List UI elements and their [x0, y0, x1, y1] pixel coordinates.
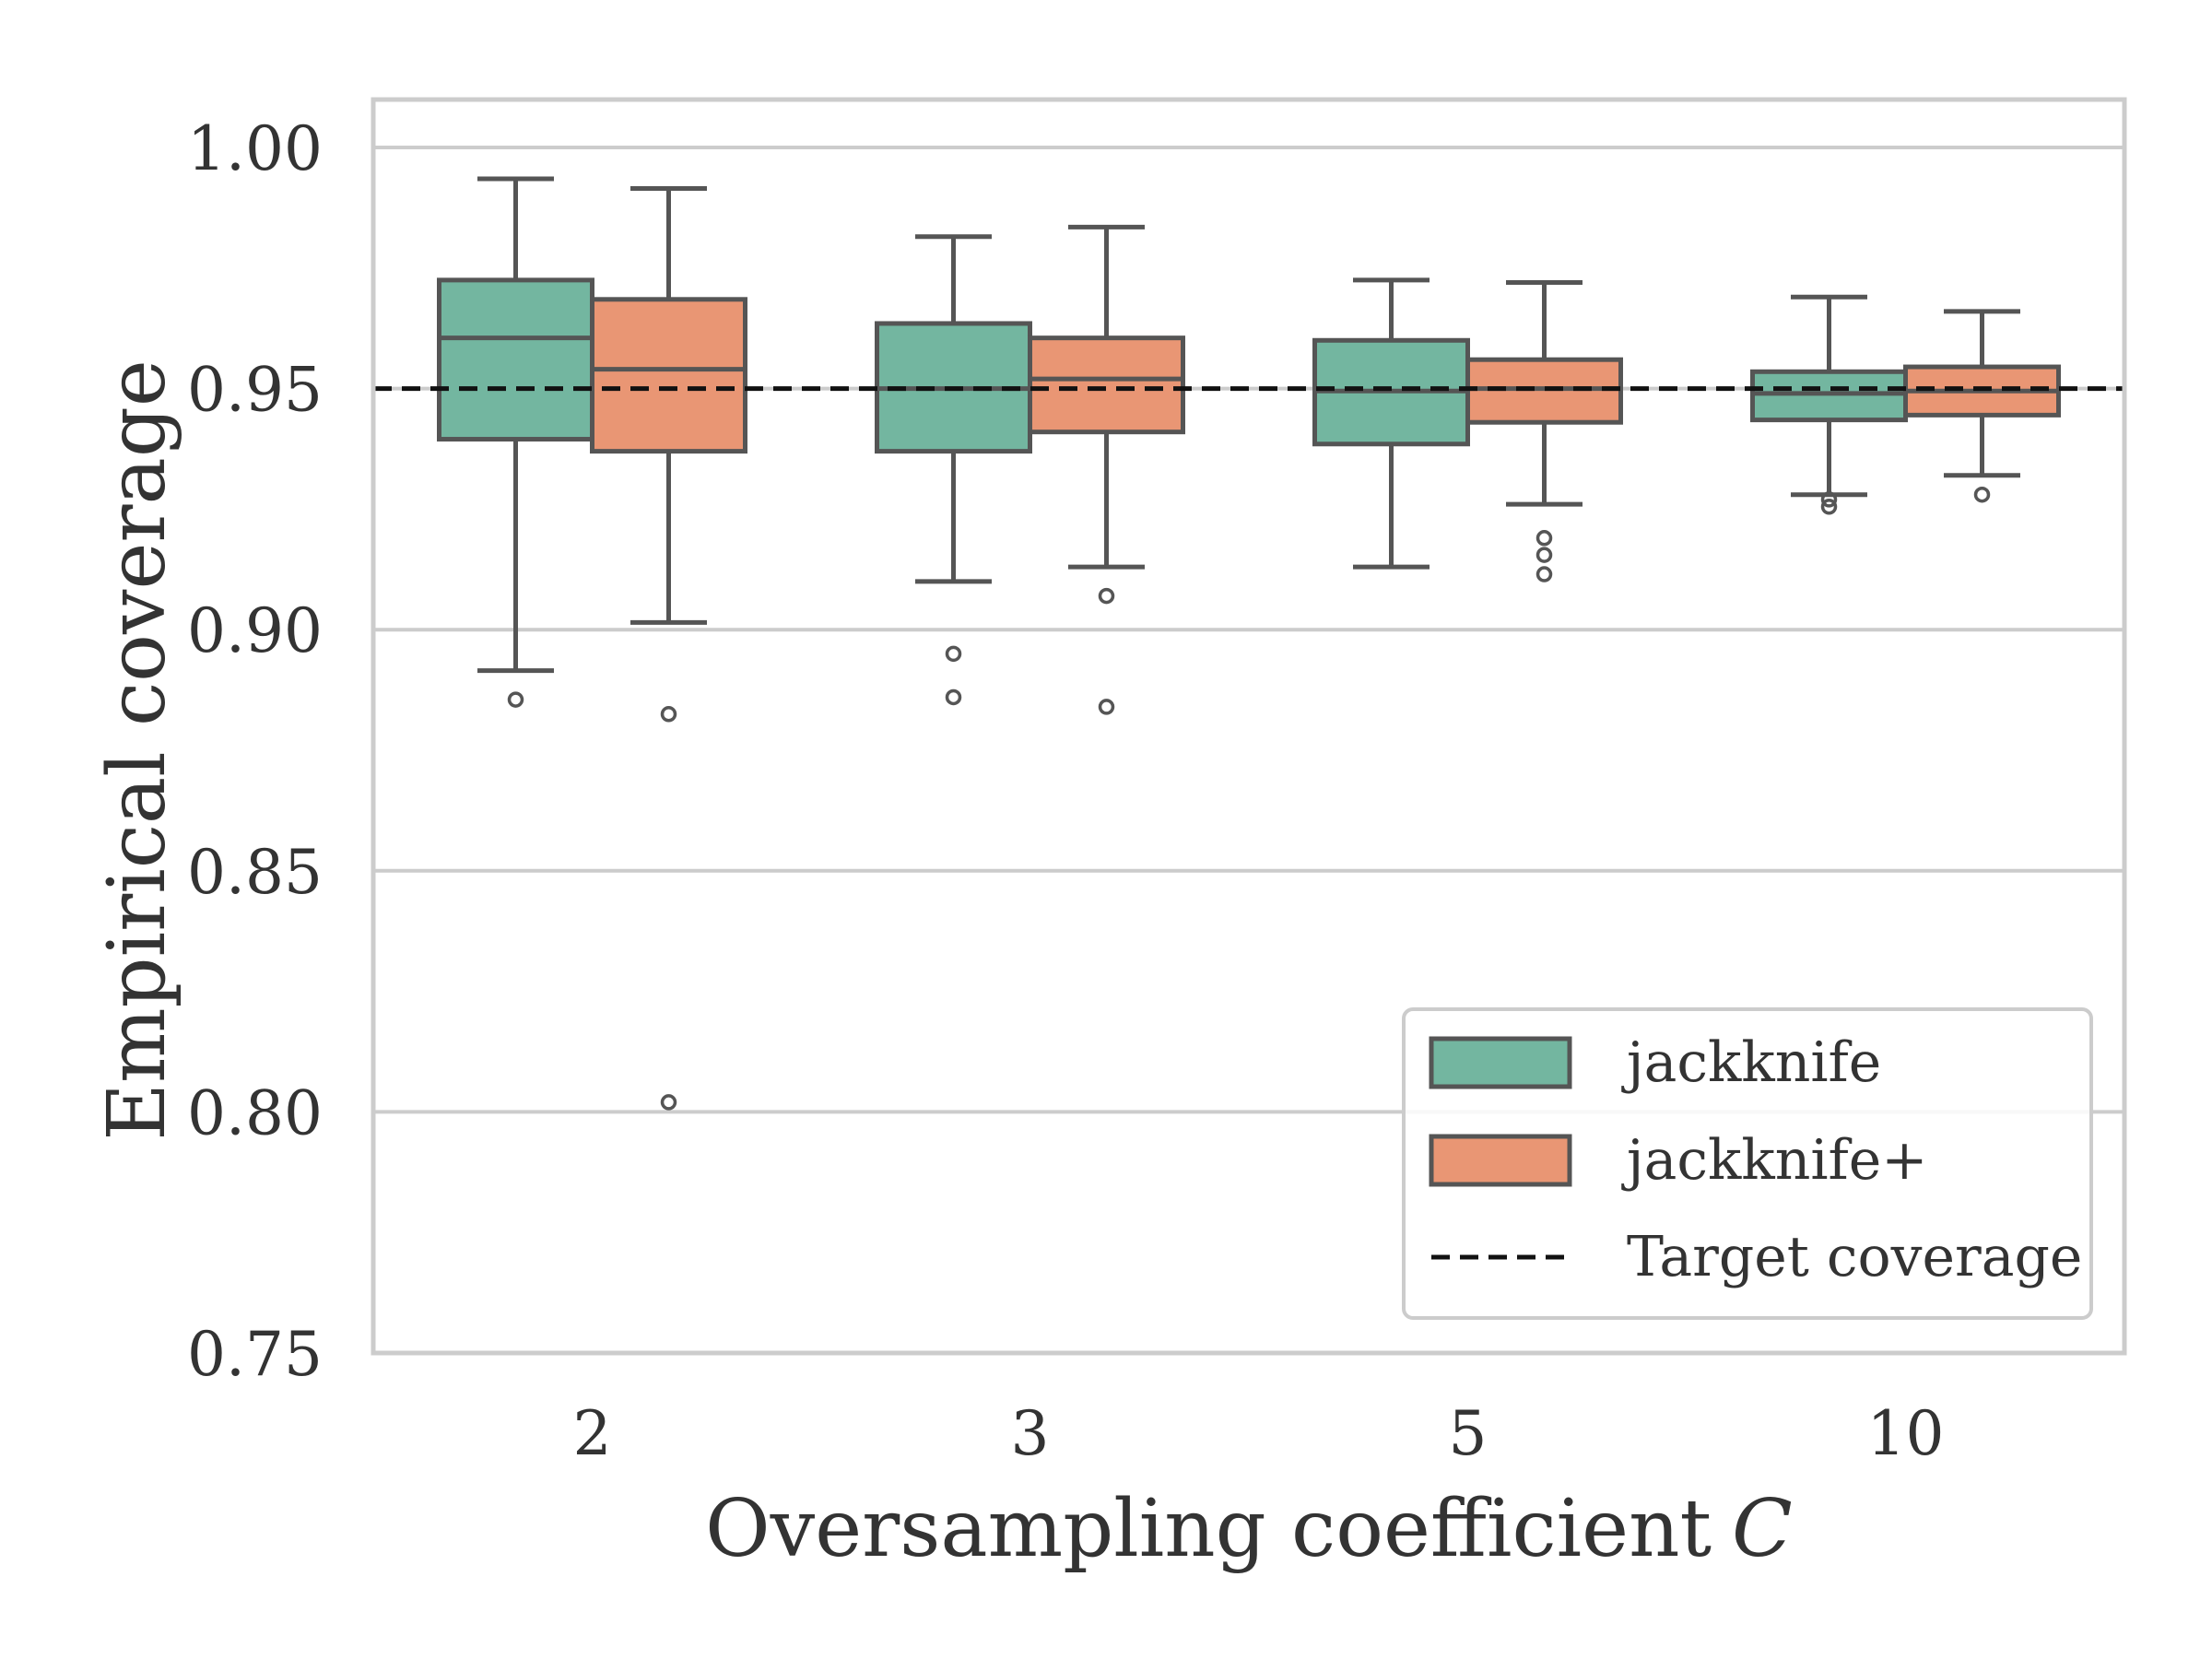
box-jackknife-C2: [437, 176, 594, 708]
outlier-point: [660, 1094, 677, 1111]
outlier-point: [1820, 491, 1838, 508]
iqr-box: [1465, 357, 1623, 425]
legend-patch-jackknife: [1429, 1036, 1572, 1089]
outlier-point: [660, 706, 677, 723]
y-tick-label-0.85: 0.85: [187, 837, 323, 908]
y-tick-label-0.90: 0.90: [187, 595, 323, 666]
legend-label-jackknife: jackknife: [1621, 1030, 1881, 1095]
legend-label-target-coverage: Target coverage: [1627, 1225, 2082, 1289]
legend-patch-jackknife-plus: [1429, 1134, 1572, 1187]
outlier-point: [1535, 566, 1553, 582]
outlier-point: [1535, 547, 1553, 563]
x-tick-label-5: 5: [1449, 1398, 1488, 1469]
y-tick-label-0.75: 0.75: [187, 1319, 323, 1390]
x-axis-title-text: Oversampling coefficient: [705, 1483, 1712, 1575]
legend: jackknife jackknife+ Target coverage: [1402, 1007, 2093, 1320]
plot-frame: [371, 97, 2127, 1356]
outlier-point: [1098, 587, 1115, 605]
outlier-point: [945, 688, 962, 706]
outlier-point: [1535, 530, 1553, 547]
outlier-point: [1820, 499, 1838, 515]
legend-label-jackknife-plus: jackknife+: [1621, 1128, 1928, 1193]
box-jackknife-plus-C5: [1465, 279, 1623, 582]
outlier-point: [945, 645, 962, 663]
y-tick-labels: 0.75 0.80 0.85 0.90 0.95 1.00: [187, 113, 323, 1390]
iqr-box: [1750, 369, 1908, 423]
y-tick-label-0.95: 0.95: [187, 355, 323, 426]
box-jackknife-plus-C3: [1028, 224, 1185, 715]
iqr-box: [437, 277, 594, 442]
box-jackknife-plus-C2: [590, 185, 747, 1111]
y-tick-label-0.80: 0.80: [187, 1077, 323, 1148]
x-tick-label-3: 3: [1011, 1398, 1050, 1469]
box-jackknife-plus-C10: [1903, 309, 2061, 503]
iqr-box: [1028, 335, 1185, 435]
outlier-point: [1098, 699, 1115, 715]
y-tick-label-1.00: 1.00: [187, 113, 323, 184]
outlier-point: [1973, 486, 1991, 503]
y-axis-title: Empirical coverage: [91, 359, 183, 1141]
box-jackknife-C5: [1312, 277, 1470, 570]
iqr-box: [590, 297, 747, 454]
outlier-point: [507, 691, 524, 708]
legend-frame: [1402, 1007, 2093, 1320]
box-groups: [437, 176, 2061, 1111]
x-tick-label-2: 2: [573, 1398, 612, 1469]
x-axis-title-symbol: C: [1732, 1483, 1793, 1575]
x-axis-title: Oversampling coefficient C: [705, 1483, 1793, 1575]
x-tick-label-10: 10: [1867, 1398, 1945, 1469]
x-tick-labels: 2 3 5 10: [573, 1398, 1945, 1469]
